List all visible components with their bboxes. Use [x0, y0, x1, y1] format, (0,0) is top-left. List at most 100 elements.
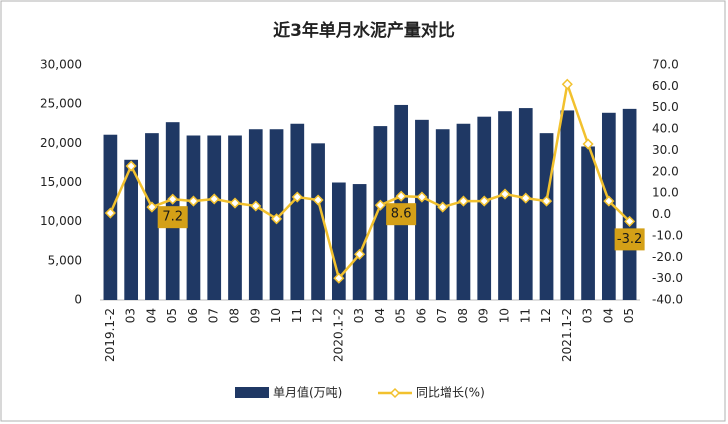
marker	[520, 192, 532, 204]
bar	[331, 182, 346, 300]
x-tick-label: 07	[207, 308, 221, 323]
data-label: -3.2	[617, 232, 642, 247]
bar	[456, 123, 471, 300]
y2-tick-label: 0.0	[652, 207, 671, 221]
x-tick-label: 07	[435, 308, 449, 323]
x-tick-label: 06	[186, 308, 200, 323]
y-tick-label: 20,000	[40, 136, 82, 150]
y2-tick-label: -40.0	[652, 293, 683, 307]
bar	[581, 146, 595, 300]
bar	[498, 111, 512, 300]
bar	[518, 108, 533, 300]
y2-tick-label: 10.0	[652, 186, 679, 200]
y2-tick-label: 70.0	[652, 58, 679, 72]
marker	[603, 195, 615, 207]
marker	[333, 272, 345, 284]
data-label: 8.6	[391, 207, 412, 222]
y2-tick-label: 50.0	[652, 100, 679, 114]
bar	[539, 133, 554, 300]
x-tick-label: 05	[622, 308, 636, 323]
bar	[435, 129, 450, 300]
bar	[311, 143, 325, 300]
marker	[457, 195, 470, 207]
x-tick-label: 2021.1-2	[560, 308, 574, 362]
x-tick-label: 06	[414, 308, 428, 323]
x-tick-label: 08	[228, 308, 242, 323]
x-tick-label: 04	[144, 308, 158, 323]
x-tick-label: 05	[394, 308, 408, 323]
marker	[291, 191, 303, 203]
data-label-box	[157, 206, 188, 229]
x-tick-label: 09	[248, 308, 262, 323]
marker	[582, 138, 594, 150]
bar	[352, 184, 367, 300]
legend-label: 同比增长(%)	[416, 386, 485, 400]
marker	[354, 248, 366, 260]
x-tick-label: 04	[601, 308, 615, 323]
bar	[207, 135, 222, 300]
marker	[624, 215, 636, 227]
data-label-box	[614, 228, 645, 251]
x-tick-label: 05	[165, 308, 179, 323]
chart-title: 近3年单月水泥产量对比	[273, 20, 455, 41]
x-tick-label: 12	[539, 308, 553, 323]
x-tick-label: 11	[290, 308, 304, 323]
marker	[229, 197, 241, 209]
x-tick-label: 03	[352, 308, 366, 323]
marker	[416, 191, 428, 203]
legend-swatch	[389, 387, 401, 399]
y-tick-label: 0	[74, 293, 82, 307]
y2-tick-label: 60.0	[652, 79, 679, 93]
y2-tick-label: 30.0	[652, 143, 679, 157]
bar	[290, 123, 305, 300]
data-label-box	[386, 203, 417, 226]
marker	[167, 193, 179, 205]
marker	[478, 195, 490, 207]
bar	[477, 116, 492, 300]
bar	[124, 159, 139, 300]
y-tick-label: 10,000	[40, 214, 82, 228]
bar	[622, 108, 637, 300]
marker	[104, 207, 116, 219]
x-tick-label: 11	[518, 308, 532, 323]
bar	[145, 133, 159, 300]
marker	[437, 201, 449, 213]
x-tick-label: 2019.1-2	[103, 308, 117, 362]
bar	[415, 119, 429, 300]
marker	[499, 188, 511, 200]
legend-label: 单月值(万吨)	[273, 385, 342, 400]
x-tick-label: 12	[311, 308, 325, 323]
marker	[374, 199, 386, 211]
marker	[187, 195, 200, 207]
legend-swatch	[235, 387, 269, 398]
y2-tick-label: -10.0	[652, 228, 683, 242]
marker	[250, 200, 262, 212]
marker	[125, 160, 137, 172]
x-tick-label: 08	[456, 308, 470, 323]
y2-tick-label: -20.0	[652, 250, 683, 264]
x-tick-label: 04	[373, 308, 387, 323]
y-tick-label: 30,000	[40, 58, 82, 72]
data-label: 7.2	[162, 210, 183, 225]
bar	[186, 135, 201, 300]
x-tick-label: 03	[124, 308, 138, 323]
bar	[248, 129, 263, 300]
marker	[208, 193, 220, 205]
marker	[146, 201, 158, 213]
x-tick-label: 10	[498, 308, 512, 323]
bar	[228, 135, 242, 300]
y2-tick-label: 20.0	[652, 164, 679, 178]
x-tick-label: 2020.1-2	[331, 308, 345, 362]
x-tick-label: 10	[269, 308, 283, 323]
x-tick-label: 03	[581, 308, 595, 323]
y-tick-label: 5,000	[48, 253, 82, 267]
marker	[540, 195, 553, 207]
marker	[395, 190, 407, 202]
y-tick-label: 15,000	[40, 175, 82, 189]
bar	[394, 104, 409, 300]
marker	[561, 78, 573, 90]
y-tick-label: 25,000	[40, 97, 82, 111]
marker	[270, 213, 283, 225]
